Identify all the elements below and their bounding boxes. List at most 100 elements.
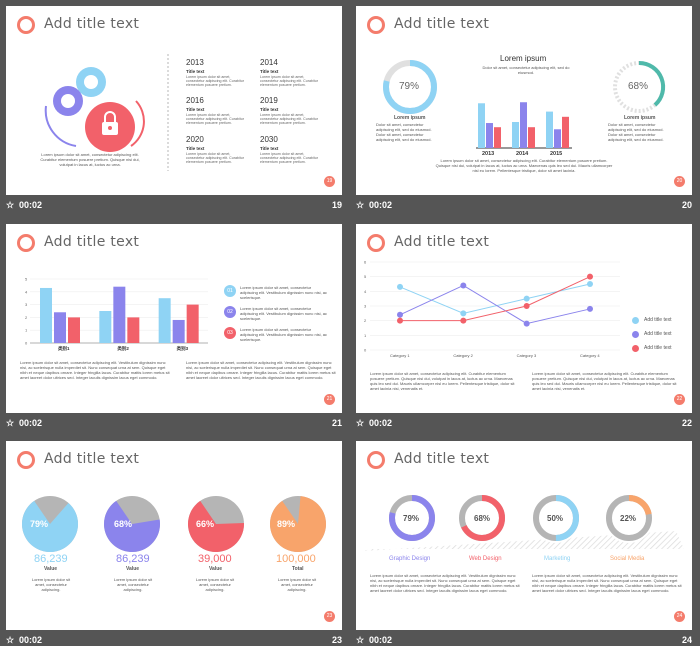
pie-percent: 68% bbox=[114, 519, 133, 529]
legend-item: 02 bbox=[224, 306, 236, 318]
body-right: Lorem ipsum dolor sit amet, consectetur … bbox=[532, 573, 682, 593]
title-ring-icon bbox=[367, 451, 385, 469]
pie-value: 86,239 bbox=[116, 553, 150, 565]
slide-20[interactable]: Add title text 2013 2014 2015 79% 68% Lore… bbox=[356, 6, 692, 195]
slide-number: 20 bbox=[681, 200, 692, 210]
slide-footer: ☆ 00:02 19 bbox=[6, 199, 342, 213]
page-badge: 23 bbox=[324, 611, 335, 622]
pie-percent: 66% bbox=[196, 519, 215, 529]
slide-22[interactable]: Add title text 0 1 2 3 4 5 6 Category 1 Category… bbox=[356, 224, 692, 413]
legend-text: Lorem ipsum dolor sit amet, consectetur … bbox=[240, 306, 327, 321]
legend-text: Lorem ipsum dolor sit amet, consectetur … bbox=[240, 327, 327, 342]
body-left: Lorem ipsum dolor sit amet, consectetur … bbox=[370, 573, 520, 593]
pie-value: 100,000 bbox=[276, 553, 316, 565]
right-text: Dolor sit amet, consectetur adipiscing e… bbox=[608, 122, 664, 142]
star-icon: ☆ bbox=[6, 418, 15, 428]
slide-timing: 00:02 bbox=[369, 418, 393, 428]
slide-21[interactable]: Add title text 0 1 2 3 4 5 类别1 类别2 类别3 01 Lorem … bbox=[6, 224, 342, 413]
y-tick-label: 3 bbox=[25, 302, 28, 307]
pie-caption: Total bbox=[292, 566, 304, 572]
page-badge: 20 bbox=[674, 176, 685, 187]
pie-percent: 89% bbox=[277, 519, 296, 529]
data-point bbox=[397, 283, 403, 290]
timeline-label: Title text bbox=[186, 107, 205, 112]
slide-timing: 00:02 bbox=[369, 635, 393, 645]
title-ring-icon bbox=[17, 234, 35, 252]
slide-number: 19 bbox=[331, 200, 342, 210]
slide-number: 21 bbox=[331, 418, 342, 428]
y-tick-label: 0 bbox=[25, 341, 28, 346]
bar bbox=[528, 127, 535, 148]
slide-20-chart: 2013 2014 2015 bbox=[383, 60, 666, 157]
left-ring-percent: 79% bbox=[399, 81, 420, 92]
x-tick-label: 类别2 bbox=[117, 345, 129, 352]
bar bbox=[40, 287, 52, 343]
slide-24[interactable]: Add title text 79% 68% 50% 22% Graphic D… bbox=[356, 441, 692, 630]
data-point bbox=[523, 303, 530, 309]
timeline-label: Title text bbox=[260, 146, 279, 151]
legend-number: 01 bbox=[227, 288, 233, 294]
timeline-text: Lorem ipsum dolor sit amet, consectetur … bbox=[260, 113, 318, 126]
star-icon: ☆ bbox=[356, 200, 365, 210]
page-badge: 22 bbox=[674, 394, 685, 405]
timeline-year: 2019 bbox=[260, 96, 278, 105]
x-tick-label: 类别3 bbox=[177, 345, 189, 352]
legend-item: 01 bbox=[224, 285, 236, 297]
slide-22-line-chart: 0 1 2 3 4 5 6 Category 1 Category 2 Category 3 Cat… bbox=[364, 260, 620, 358]
timeline-label: Title text bbox=[260, 107, 279, 112]
donut-category: Social Media bbox=[610, 556, 645, 562]
slide-footer: ☆ 00:02 23 bbox=[6, 634, 342, 646]
donut-percent: 22% bbox=[620, 514, 637, 523]
data-point bbox=[460, 317, 467, 324]
bar bbox=[158, 298, 171, 343]
y-tick-label: 4 bbox=[364, 289, 367, 294]
chart-heading: Lorem ipsum bbox=[500, 54, 547, 63]
legend-text: Add title text bbox=[644, 317, 672, 323]
donut-progress bbox=[606, 495, 652, 541]
bar bbox=[186, 304, 199, 343]
chart-bottom-text: Lorem ipsum dolor sit amet, consectetur … bbox=[435, 158, 613, 173]
y-tick-label: 6 bbox=[364, 260, 367, 265]
pie-percent: 79% bbox=[30, 519, 49, 529]
y-tick-label: 1 bbox=[25, 328, 28, 333]
bar bbox=[554, 129, 561, 148]
data-point bbox=[397, 317, 403, 324]
slide-number: 22 bbox=[681, 418, 692, 428]
data-point bbox=[523, 295, 530, 302]
title-ring-icon bbox=[367, 16, 385, 34]
bar bbox=[512, 122, 519, 148]
slide-number: 24 bbox=[681, 635, 692, 645]
y-tick-label: 3 bbox=[364, 304, 367, 309]
slide-23[interactable]: Add title text 79% 68% 66% 89% 86,239 86… bbox=[6, 441, 342, 630]
donut-category: Graphic Design bbox=[389, 556, 431, 562]
legend-number: 02 bbox=[227, 309, 233, 315]
slide-title: Add title text bbox=[44, 451, 140, 467]
x-tick-label: Category 4 bbox=[580, 353, 600, 358]
bar bbox=[478, 103, 485, 148]
x-tick-label: Category 1 bbox=[390, 353, 410, 358]
timeline-text: Lorem ipsum dolor sit amet, consectetur … bbox=[186, 113, 244, 126]
pie-slice bbox=[188, 500, 244, 552]
slide-timing: 00:02 bbox=[19, 418, 43, 428]
slide-footer: ☆ 00:02 21 bbox=[6, 417, 342, 431]
pie-text: Lorem ipsum dolor sit amet, consectetur … bbox=[195, 577, 235, 592]
title-ring-icon bbox=[17, 451, 35, 469]
data-point bbox=[587, 273, 593, 280]
star-icon: ☆ bbox=[6, 200, 15, 210]
slide-footer: ☆ 00:02 20 bbox=[356, 199, 692, 213]
x-tick-label: 2015 bbox=[550, 151, 562, 157]
legend-item: 03 bbox=[224, 327, 236, 339]
gears-illustration bbox=[44, 54, 169, 171]
star-icon: ☆ bbox=[6, 635, 15, 645]
right-label: Lorem ipsum bbox=[624, 115, 656, 121]
pie-text: Lorem ipsum dolor sit amet, consectetur … bbox=[113, 577, 153, 592]
data-point bbox=[397, 311, 403, 318]
timeline-label: Title text bbox=[186, 69, 205, 74]
series-line bbox=[399, 283, 591, 314]
bar bbox=[113, 286, 126, 343]
donut-category: Marketing bbox=[544, 556, 571, 562]
timeline-year: 2014 bbox=[260, 58, 278, 67]
slide-19[interactable]: Add title text Lorem ipsum dolor sit ame… bbox=[6, 6, 342, 195]
star-icon: ☆ bbox=[356, 418, 365, 428]
left-text: Dolor sit amet, consectetur adipiscing e… bbox=[376, 122, 432, 142]
